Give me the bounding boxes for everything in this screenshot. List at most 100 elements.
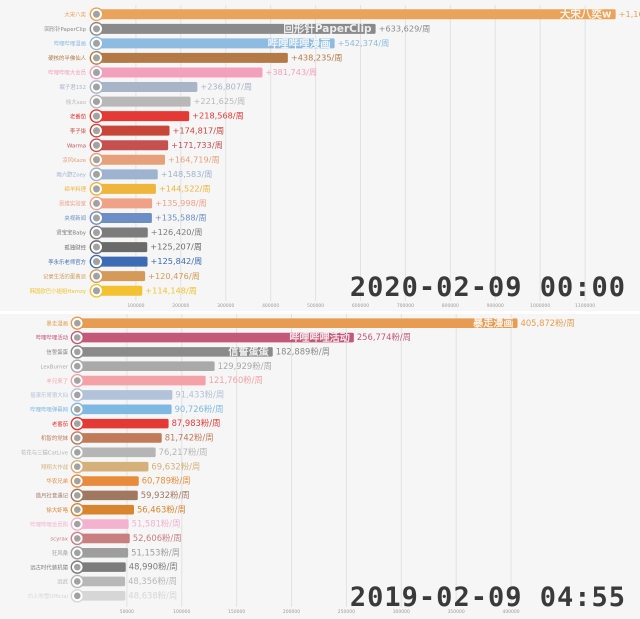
bar-name-label: LexBurner <box>40 364 68 370</box>
bar-value-label: 76,217粉/周 <box>159 447 208 457</box>
bar-value-label: 81,742粉/周 <box>165 433 214 443</box>
avatar-face-icon <box>74 348 81 356</box>
bar <box>91 256 148 267</box>
bar-value-label: +135,588/周 <box>155 213 207 223</box>
bar <box>91 96 191 107</box>
avatar-face-icon <box>93 112 100 120</box>
bar-value-label: 69,632粉/周 <box>151 461 200 471</box>
x-tick-label: 150000 <box>228 609 245 615</box>
bar-value-label: +174,817/周 <box>173 125 225 135</box>
avatar-face-icon <box>74 334 81 341</box>
avatar-face-icon <box>93 243 100 251</box>
avatar-face-icon <box>93 258 100 266</box>
avatar-face-icon <box>93 68 100 76</box>
bar-name-label: 绵羊料理 <box>64 185 86 193</box>
bar-name-label: 眠子君152 <box>60 84 86 91</box>
chart-panel-top: 100000 200000 300000 400000 500000 600000 7000… <box>29 5 640 309</box>
bar <box>91 140 169 151</box>
avatar-face-icon <box>93 98 100 106</box>
bar-name-label: 韩国欧巴小姐姐Hamzy <box>30 287 87 295</box>
avatar-face-icon <box>74 492 81 499</box>
bar-name-label: 李子柒 <box>70 127 87 135</box>
bar-name-label: 信誓蛋蛋 <box>46 348 68 356</box>
bar <box>91 52 288 63</box>
bar <box>91 169 158 180</box>
x-tick-label: 600000 <box>352 303 369 309</box>
avatar-face-icon <box>93 54 100 62</box>
avatar-face-icon <box>74 592 81 600</box>
avatar-face-icon <box>74 549 81 557</box>
bar-name-label: scyrax <box>50 537 68 543</box>
avatar-face-icon <box>93 170 100 178</box>
bar-value-label: +542,374/周 <box>338 38 390 48</box>
bar-value-label: +236,807/周 <box>200 82 252 92</box>
bar-value-label: 52,606粉/周 <box>133 533 182 543</box>
bar <box>72 476 139 486</box>
bar-chart-bottom: 50000 100000 150000 200000 250000 300000 35000… <box>21 314 575 615</box>
bar <box>72 490 138 501</box>
x-tick-label: 800000 <box>442 303 459 309</box>
bar-value-label: 51,153粉/周 <box>131 547 180 557</box>
bar-value-label: +171,733/周 <box>171 140 223 150</box>
x-tick-label: 500000 <box>307 303 324 309</box>
bar-value-label: +633,629/周 <box>379 23 431 33</box>
bar-value-label: +135,998/周 <box>155 198 207 208</box>
bar-name-label: 李永乐老师官方 <box>48 258 86 266</box>
bar <box>72 591 126 601</box>
bar-inner-label: 哔哩哔哩活动 <box>289 331 349 344</box>
bar-name-label: 老番茄 <box>52 420 69 428</box>
bar-value-label: 59,932粉/周 <box>141 490 190 500</box>
panel-separator <box>0 311 640 314</box>
bar-inner-label: 信誓蛋蛋 <box>228 345 269 358</box>
x-tick-label: 1100000 <box>575 303 595 309</box>
bar <box>91 23 376 34</box>
avatar-face-icon <box>74 420 81 427</box>
bar-inner-label: 回形针PaperClip <box>283 22 372 35</box>
bar-name-label: 翔翔大作战 <box>41 463 69 471</box>
bar-inner-label: 哔哩哔哩漫画 <box>268 37 331 50</box>
bar-value-label: 48,638粉/周 <box>128 590 177 600</box>
avatar-face-icon <box>74 449 81 456</box>
avatar-face-icon <box>93 141 100 149</box>
x-tick-label: 300000 <box>393 609 410 615</box>
avatar-face-icon <box>93 272 100 280</box>
avatar-face-icon <box>93 229 100 237</box>
bar <box>72 519 129 529</box>
avatar-face-icon <box>93 10 100 18</box>
avatar-face-icon <box>74 463 81 470</box>
x-tick-label: 200000 <box>172 303 189 309</box>
bar-name-label: 丰兄来了 <box>46 377 68 385</box>
bar <box>91 271 146 282</box>
bar <box>72 562 126 572</box>
avatar-face-icon <box>93 156 100 164</box>
avatar-face-icon <box>93 83 100 91</box>
bar <box>91 82 198 93</box>
x-tick-label: 50000 <box>120 609 134 615</box>
x-tick-label: 100000 <box>127 303 144 309</box>
bar-name-label: 摇滚乐哥狼大仙 <box>30 391 68 399</box>
x-tick-label: 100000 <box>173 609 190 615</box>
x-tick-label: 300000 <box>217 303 234 309</box>
bar-name-label: 远武 <box>57 578 68 586</box>
bar-name-label: 硬核的半佛仙人 <box>48 54 86 62</box>
bar <box>91 111 190 122</box>
bar-name-label: 哔哩哔哩漫画 <box>54 40 86 48</box>
bar-value-label: 90,726粉/周 <box>175 404 224 414</box>
bar-name-label: 狂风桑 <box>52 549 69 557</box>
bar-value-label: 256,774粉/周 <box>357 332 411 342</box>
bar-value-label: +218,568/周 <box>192 111 244 121</box>
bar-value-label: +114,148/周 <box>145 285 197 295</box>
bar-name-label: 老番茄 <box>70 112 87 120</box>
bar-value-label: 87,983粉/周 <box>172 418 221 428</box>
avatar-face-icon <box>74 563 81 571</box>
bar <box>72 347 273 357</box>
x-tick-label: 250000 <box>338 609 355 615</box>
bar-value-label: 91,433粉/周 <box>175 390 224 400</box>
bar-value-label: +221,625/周 <box>194 96 246 106</box>
bar-value-label: +125,842/周 <box>151 256 203 266</box>
bar <box>91 285 143 296</box>
avatar-face-icon <box>93 199 100 207</box>
bar <box>91 38 335 49</box>
x-tick-label: 900000 <box>487 303 504 309</box>
bar <box>91 212 152 223</box>
